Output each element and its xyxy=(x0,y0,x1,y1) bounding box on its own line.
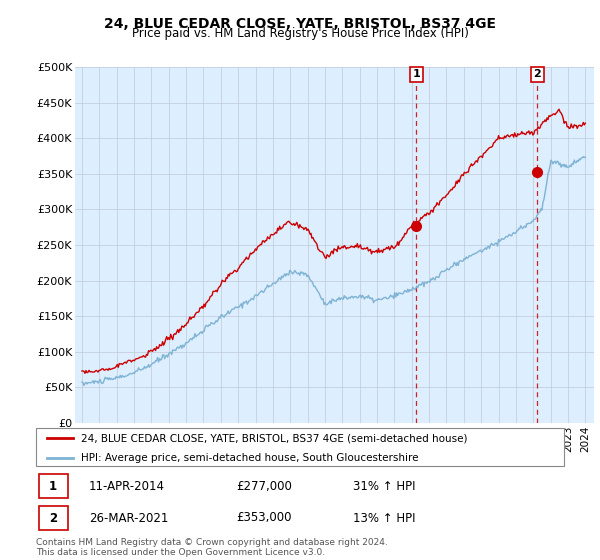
Text: Price paid vs. HM Land Registry's House Price Index (HPI): Price paid vs. HM Land Registry's House … xyxy=(131,27,469,40)
Text: 2: 2 xyxy=(533,69,541,80)
Text: 31% ↑ HPI: 31% ↑ HPI xyxy=(353,479,415,493)
Text: 13% ↑ HPI: 13% ↑ HPI xyxy=(353,511,415,525)
FancyBboxPatch shape xyxy=(36,428,564,466)
Text: £277,000: £277,000 xyxy=(236,479,293,493)
Text: 1: 1 xyxy=(49,479,57,493)
Text: 24, BLUE CEDAR CLOSE, YATE, BRISTOL, BS37 4GE (semi-detached house): 24, BLUE CEDAR CLOSE, YATE, BRISTOL, BS3… xyxy=(81,433,467,443)
Text: 2: 2 xyxy=(49,511,57,525)
Text: £353,000: £353,000 xyxy=(236,511,292,525)
Text: Contains HM Land Registry data © Crown copyright and database right 2024.
This d: Contains HM Land Registry data © Crown c… xyxy=(36,538,388,557)
Text: 26-MAR-2021: 26-MAR-2021 xyxy=(89,511,168,525)
Text: HPI: Average price, semi-detached house, South Gloucestershire: HPI: Average price, semi-detached house,… xyxy=(81,452,418,463)
Text: 11-APR-2014: 11-APR-2014 xyxy=(89,479,165,493)
FancyBboxPatch shape xyxy=(38,506,68,530)
Text: 24, BLUE CEDAR CLOSE, YATE, BRISTOL, BS37 4GE: 24, BLUE CEDAR CLOSE, YATE, BRISTOL, BS3… xyxy=(104,16,496,30)
Text: 1: 1 xyxy=(413,69,421,80)
FancyBboxPatch shape xyxy=(38,474,68,498)
